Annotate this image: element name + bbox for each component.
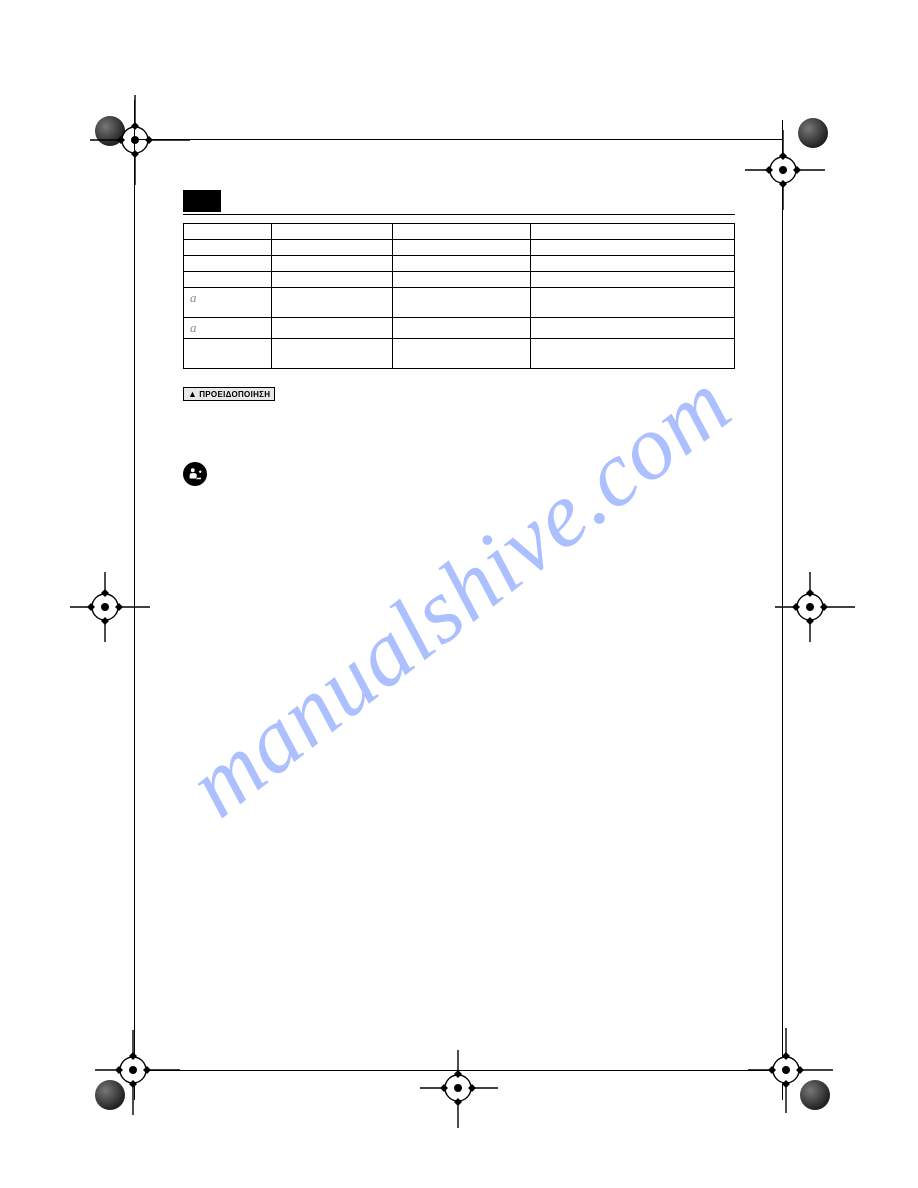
crop-rule-bottom <box>130 1070 790 1071</box>
cell <box>393 339 531 369</box>
table-row: a <box>184 318 735 339</box>
cell <box>531 256 735 272</box>
page-content: a a ▲ΠΡΟΕΙΔΟΠΟΙΗΣΗ <box>183 190 735 486</box>
cell <box>184 256 272 272</box>
cell <box>184 272 272 288</box>
cell <box>393 224 531 240</box>
warning-label: ▲ΠΡΟΕΙΔΟΠΟΙΗΣΗ <box>183 387 275 401</box>
spec-table: a a <box>183 223 735 369</box>
corner-dot-top-right <box>798 118 828 148</box>
cell <box>272 240 393 256</box>
child-seat-icon <box>183 462 207 486</box>
table-row <box>184 240 735 256</box>
cell <box>184 339 272 369</box>
cell <box>393 318 531 339</box>
cell <box>272 339 393 369</box>
cell <box>531 240 735 256</box>
crop-rule-left <box>134 100 135 1100</box>
cell <box>531 224 735 240</box>
corner-dot-bottom-left <box>95 1080 125 1110</box>
cell <box>393 272 531 288</box>
warning-triangle-icon: ▲ <box>188 389 197 399</box>
section-divider <box>183 214 735 215</box>
cell <box>531 288 735 318</box>
registration-mark-mid-left <box>70 572 160 642</box>
cell <box>393 288 531 318</box>
cell <box>531 318 735 339</box>
corner-dot-bottom-right <box>800 1080 830 1110</box>
table-row <box>184 256 735 272</box>
table-row <box>184 339 735 369</box>
crop-rule-top <box>133 139 783 140</box>
cell: a <box>184 318 272 339</box>
cell <box>272 318 393 339</box>
registration-mark-top-left <box>90 95 200 205</box>
cell <box>184 224 272 240</box>
cell <box>272 288 393 318</box>
cell <box>393 240 531 256</box>
cell <box>272 224 393 240</box>
registration-mark-mid-right <box>775 572 865 642</box>
table-row: a <box>184 288 735 318</box>
cell <box>184 240 272 256</box>
crop-rule-right <box>782 120 783 1100</box>
cell <box>272 272 393 288</box>
table-row <box>184 224 735 240</box>
table-row <box>184 272 735 288</box>
cell <box>531 272 735 288</box>
registration-mark-bottom-center <box>420 1050 500 1130</box>
warning-label-text: ΠΡΟΕΙΔΟΠΟΙΗΣΗ <box>199 390 270 399</box>
cell <box>393 256 531 272</box>
section-tab <box>183 190 221 212</box>
cell <box>531 339 735 369</box>
cell: a <box>184 288 272 318</box>
corner-dot-top-left <box>95 116 125 146</box>
cell <box>272 256 393 272</box>
